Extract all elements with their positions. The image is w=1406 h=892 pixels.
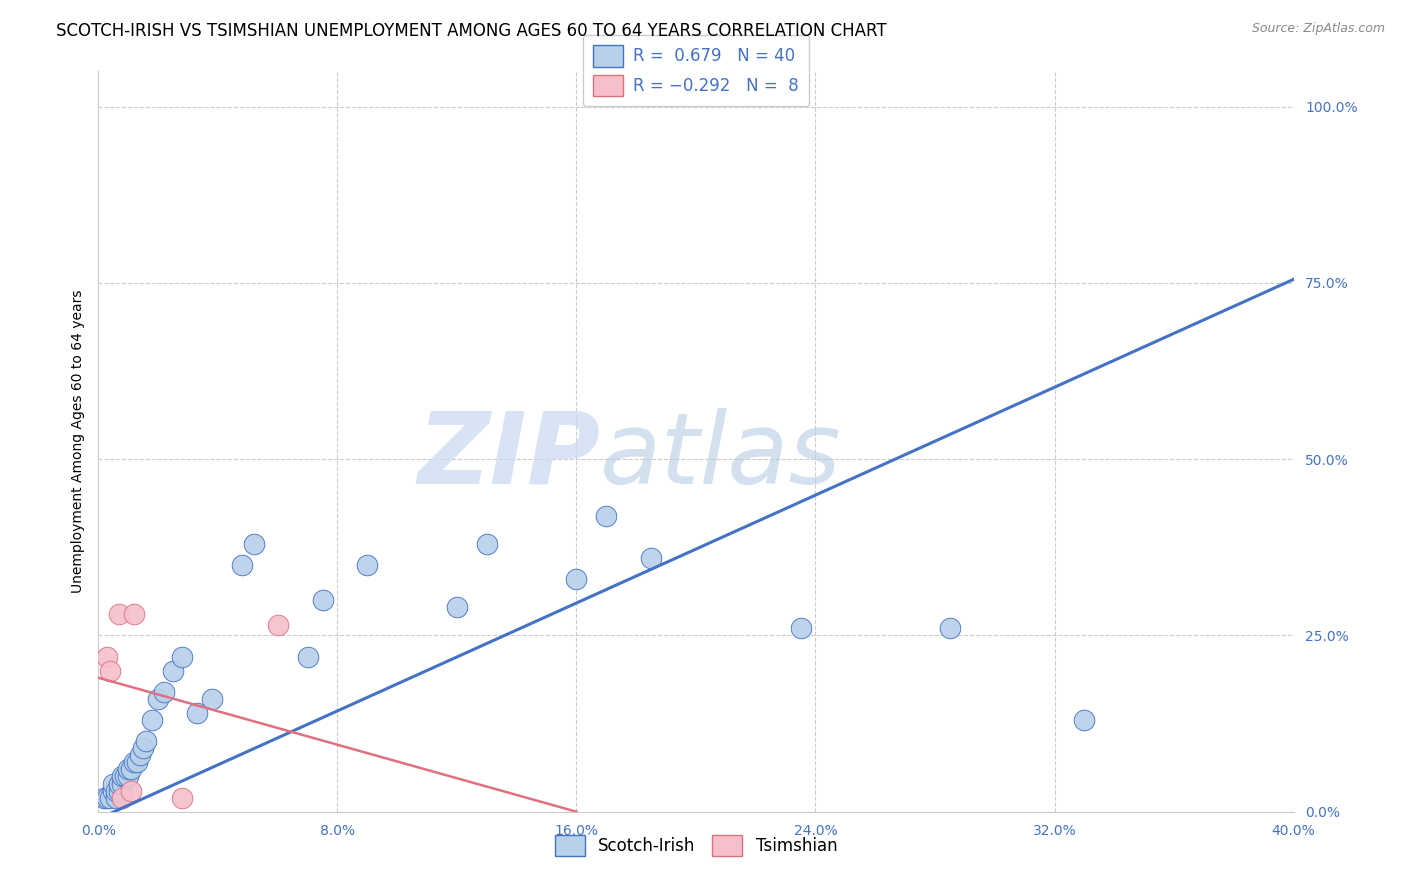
Point (129, 748, 152, 763)
Point (356, 558, 378, 572)
Point (446, 600, 468, 615)
Point (201, 692, 224, 706)
Point (132, 741, 155, 756)
Point (117, 769, 139, 783)
Point (105, 783, 128, 797)
Point (120, 783, 142, 797)
Point (98, 664, 122, 678)
Point (108, 607, 131, 622)
Point (939, 621, 962, 635)
Point (311, 593, 333, 607)
Text: Source: ZipAtlas.com: Source: ZipAtlas.com (1251, 22, 1385, 36)
Point (108, 776, 131, 790)
Text: ZIP: ZIP (418, 408, 600, 505)
Point (114, 769, 136, 783)
Text: atlas: atlas (600, 408, 842, 505)
Point (127, 756, 149, 770)
Point (117, 763, 139, 777)
Legend: Scotch-Irish, Tsimshian: Scotch-Irish, Tsimshian (548, 828, 844, 863)
Point (267, 618, 290, 632)
Point (243, 537, 266, 551)
Point (172, 790, 194, 805)
Point (108, 783, 131, 797)
Point (96, 790, 118, 805)
Point (172, 649, 194, 664)
Point (103, 776, 125, 790)
Point (103, 783, 125, 797)
Point (111, 769, 134, 783)
Point (93, 790, 115, 805)
Point (124, 607, 146, 622)
Point (186, 706, 208, 720)
Point (135, 734, 157, 748)
Point (297, 649, 319, 664)
Point (148, 692, 170, 706)
Point (141, 713, 163, 727)
Point (475, 537, 498, 551)
Point (96, 649, 118, 664)
Point (1073, 713, 1095, 727)
Point (595, 508, 617, 523)
Point (162, 664, 184, 678)
Text: SCOTCH-IRISH VS TSIMSHIAN UNEMPLOYMENT AMONG AGES 60 TO 64 YEARS CORRELATION CHA: SCOTCH-IRISH VS TSIMSHIAN UNEMPLOYMENT A… (56, 22, 887, 40)
Point (111, 776, 134, 790)
Point (105, 790, 128, 805)
Point (231, 558, 253, 572)
Point (789, 621, 811, 635)
Point (153, 685, 176, 699)
Y-axis label: Unemployment Among Ages 60 to 64 years: Unemployment Among Ages 60 to 64 years (70, 290, 84, 593)
Point (124, 756, 146, 770)
Point (120, 763, 142, 777)
Point (640, 550, 662, 565)
Point (111, 790, 134, 805)
Point (98, 790, 122, 805)
Point (565, 572, 588, 586)
